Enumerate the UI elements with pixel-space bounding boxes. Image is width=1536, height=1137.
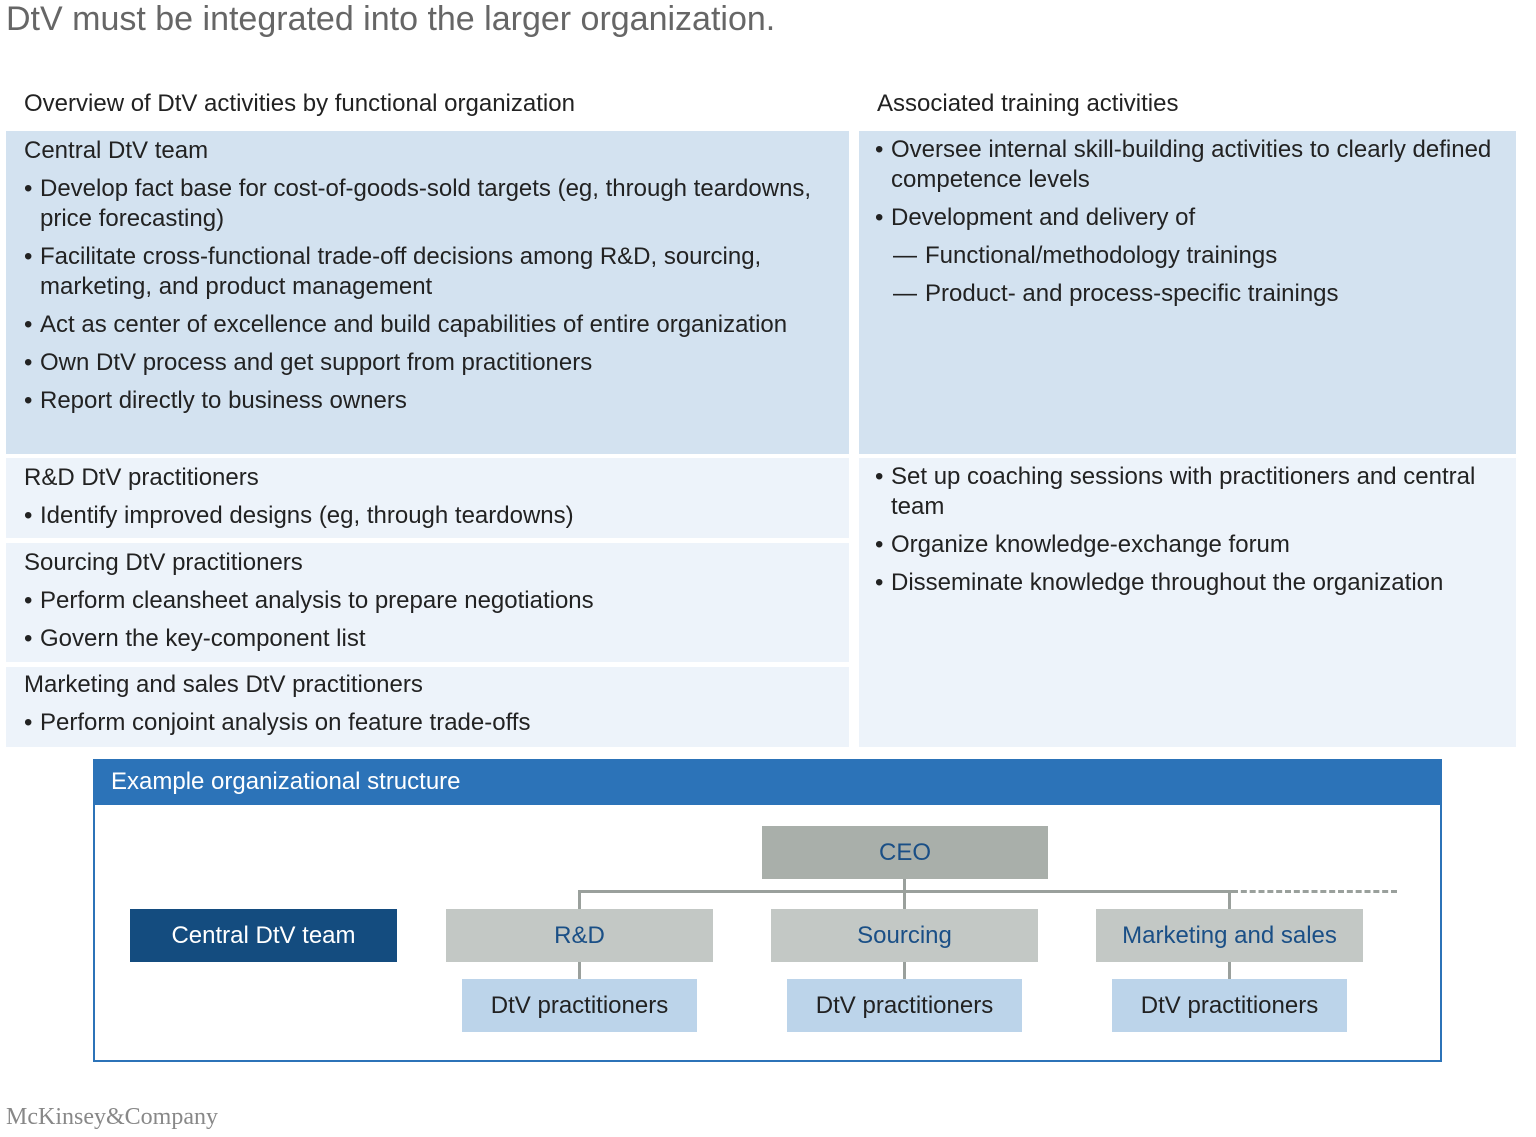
ceo-box: CEO [762, 826, 1048, 879]
sourcing-heading: Sourcing DtV practitioners [24, 549, 303, 576]
sub-list-item: Functional/methodology trainings [875, 241, 1498, 271]
left-column-header: Overview of DtV activities by functional… [24, 90, 575, 117]
list-item: Oversee internal skill-building activiti… [875, 135, 1498, 195]
sourcing-practitioners-box: DtV practitioners [787, 979, 1022, 1032]
rd-practitioners-box: DtV practitioners [462, 979, 697, 1032]
list-item: Report directly to business owners [24, 386, 831, 416]
connector-line [1228, 961, 1231, 980]
connector-line [903, 878, 906, 892]
company-logo: McKinsey&Company [6, 1104, 218, 1130]
list-item: Perform cleansheet analysis to prepare n… [24, 586, 831, 616]
central-training-panel: Oversee internal skill-building activiti… [859, 131, 1516, 454]
right-column-header: Associated training activities [877, 90, 1179, 117]
practitioners-training-list: Set up coaching sessions with practition… [875, 462, 1498, 598]
rd-box: R&D [446, 909, 713, 962]
marketing-panel: Marketing and sales DtV practitioners Pe… [6, 667, 849, 747]
marketing-practitioners-box: DtV practitioners [1112, 979, 1347, 1032]
list-item: Facilitate cross-functional trade-off de… [24, 242, 831, 302]
sourcing-box: Sourcing [771, 909, 1038, 962]
rd-list: Identify improved designs (eg, through t… [24, 501, 831, 531]
central-team-heading: Central DtV team [24, 137, 209, 164]
practitioners-training-panel: Set up coaching sessions with practition… [859, 458, 1516, 747]
list-item: Perform conjoint analysis on feature tra… [24, 708, 831, 738]
list-item: Develop fact base for cost-of-goods-sold… [24, 174, 831, 234]
rd-heading: R&D DtV practitioners [24, 464, 259, 491]
connector-line [578, 890, 581, 910]
central-team-panel: Central DtV team Develop fact base for c… [6, 131, 849, 454]
list-item: Disseminate knowledge throughout the org… [875, 568, 1498, 598]
list-item: Set up coaching sessions with practition… [875, 462, 1498, 522]
central-team-box: Central DtV team [130, 909, 397, 962]
marketing-list: Perform conjoint analysis on feature tra… [24, 708, 831, 738]
rd-panel: R&D DtV practitioners Identify improved … [6, 458, 849, 538]
list-item: Development and delivery of [875, 203, 1498, 233]
marketing-heading: Marketing and sales DtV practitioners [24, 671, 423, 698]
central-training-list: Oversee internal skill-building activiti… [875, 135, 1498, 309]
marketing-sales-box: Marketing and sales [1096, 909, 1363, 962]
connector-line [1228, 890, 1231, 910]
page-title: DtV must be integrated into the larger o… [6, 0, 776, 38]
list-item: Organize knowledge-exchange forum [875, 530, 1498, 560]
list-item: Own DtV process and get support from pra… [24, 348, 831, 378]
sourcing-list: Perform cleansheet analysis to prepare n… [24, 586, 831, 654]
list-item: Act as center of excellence and build ca… [24, 310, 831, 340]
connector-line [903, 890, 906, 910]
connector-line [578, 961, 581, 980]
sub-list-item: Product- and process-specific trainings [875, 279, 1498, 309]
central-team-list: Develop fact base for cost-of-goods-sold… [24, 174, 831, 416]
list-item: Identify improved designs (eg, through t… [24, 501, 831, 531]
sourcing-panel: Sourcing DtV practitioners Perform clean… [6, 543, 849, 662]
org-chart-header: Example organizational structure [93, 759, 1442, 805]
connector-dashed-line [1232, 890, 1397, 893]
list-item: Govern the key-component list [24, 624, 831, 654]
connector-line [903, 961, 906, 980]
